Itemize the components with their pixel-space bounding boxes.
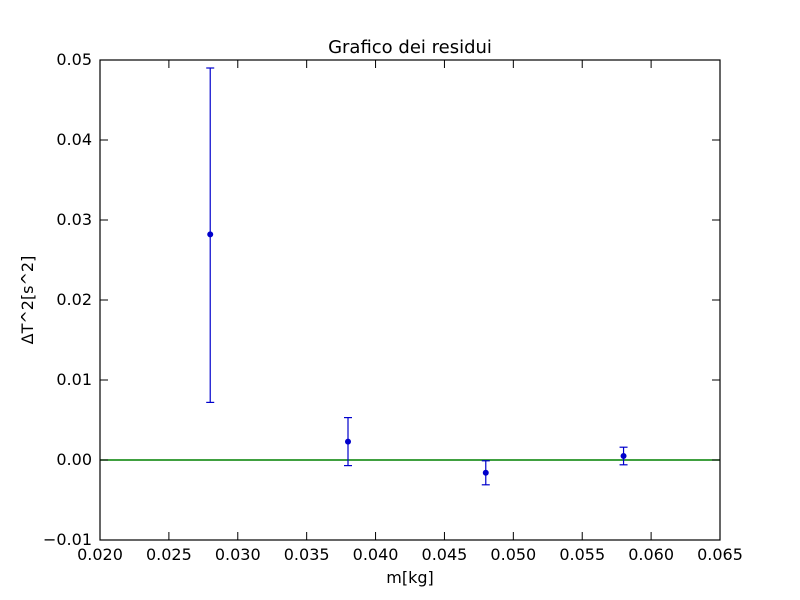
x-tick-label-2: 0.025 bbox=[146, 545, 192, 564]
y-tick-label-5: 0.03 bbox=[56, 210, 92, 229]
data-points bbox=[207, 231, 627, 476]
data-point-1-4 bbox=[620, 453, 627, 459]
x-tick-label-9: 0.060 bbox=[628, 545, 674, 564]
x-tick-label-6: 0.045 bbox=[422, 545, 468, 564]
y-tick-label-3: 0.01 bbox=[56, 370, 92, 389]
x-tick-label-8: 0.055 bbox=[559, 545, 605, 564]
data-point-1-2 bbox=[345, 438, 351, 445]
y-tick-label-1: −0.01 bbox=[43, 530, 92, 549]
x-tick-label-1: 0.020 bbox=[77, 545, 123, 564]
chart-title: Grafico dei residui bbox=[328, 37, 492, 58]
x-tick-label-10: 0.065 bbox=[697, 545, 743, 564]
y-tick-label-7: 0.05 bbox=[56, 50, 92, 69]
y-axis-label: ΔT^2[s^2] bbox=[18, 256, 37, 345]
y-tick-label-2: 0.00 bbox=[56, 450, 92, 469]
plot-area-background bbox=[100, 60, 720, 540]
data-point-1-1 bbox=[207, 231, 214, 238]
x-tick-label-4: 0.035 bbox=[284, 545, 330, 564]
y-tick-label-4: 0.02 bbox=[56, 290, 92, 309]
x-tick-label-7: 0.050 bbox=[490, 545, 536, 564]
x-axis-label: m[kg] bbox=[386, 568, 434, 587]
data-point-1-3 bbox=[482, 469, 489, 476]
tick-labels: 0.020 0.025 0.030 0.035 0.040 0.045 0.050 0.055… bbox=[43, 50, 743, 564]
y-tick-label-6: 0.04 bbox=[56, 130, 92, 149]
plot-frame bbox=[99, 59, 721, 541]
x-tick-label-5: 0.040 bbox=[353, 545, 399, 564]
x-tick-label-3: 0.030 bbox=[215, 545, 261, 564]
